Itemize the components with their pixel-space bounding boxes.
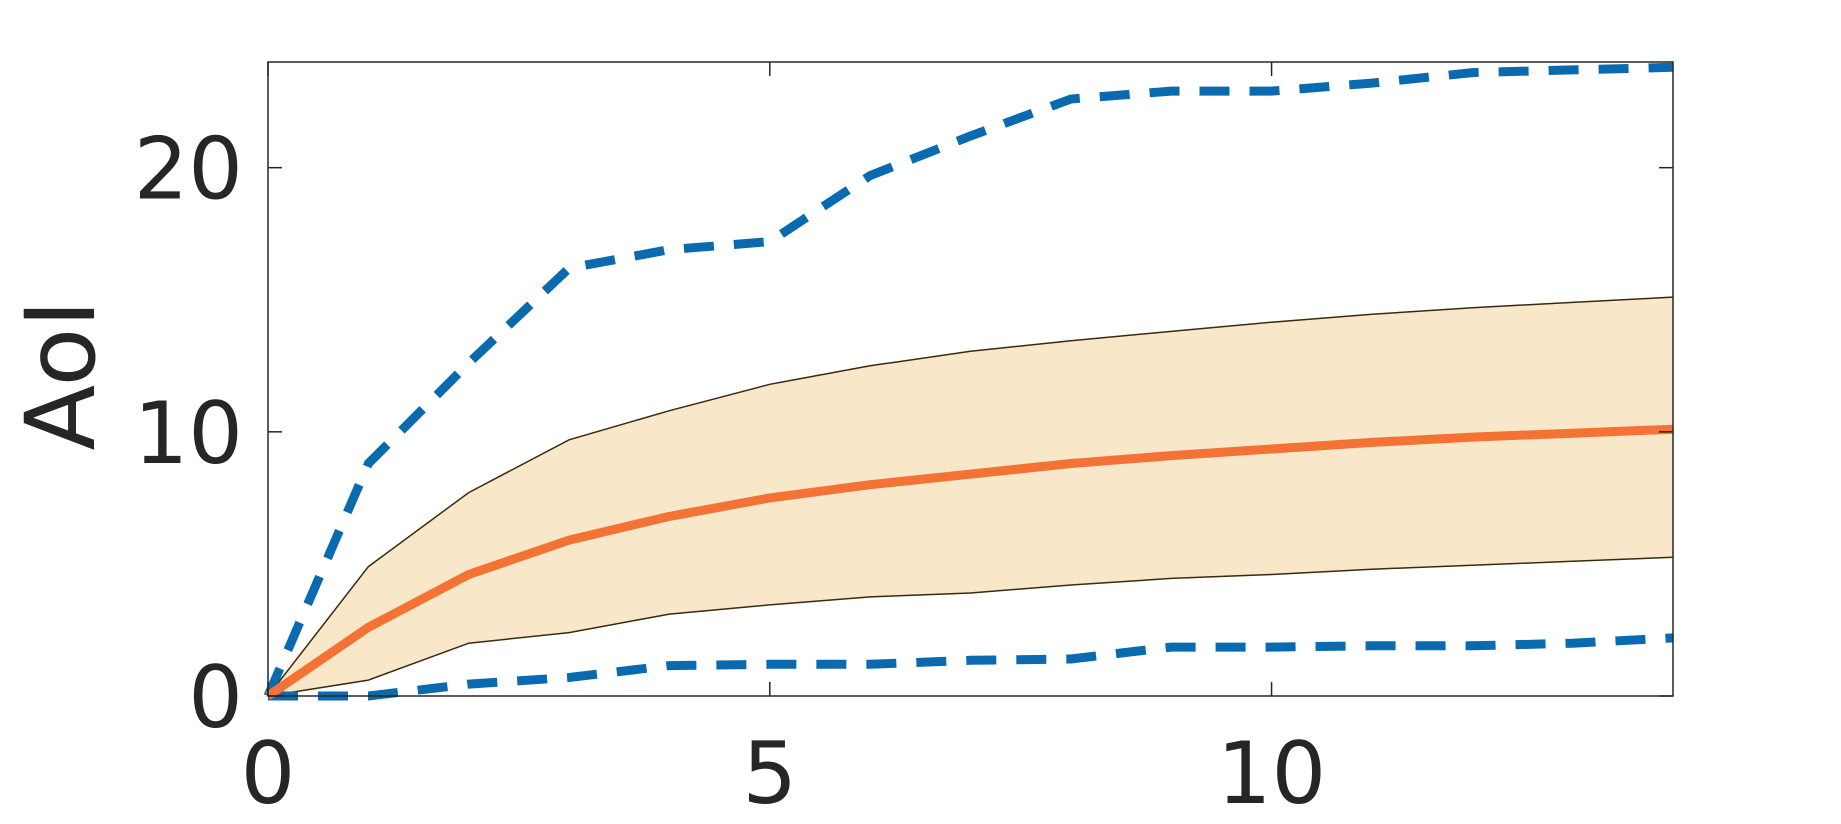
axes-box	[267, 61, 1674, 697]
confidence-band	[268, 297, 1673, 696]
y-tick-label: 10	[134, 384, 243, 484]
plot-area	[263, 62, 1674, 701]
y-axis-label: AoI	[5, 299, 117, 450]
band-lower-edge	[267, 556, 1674, 697]
band-upper-edge	[267, 296, 1674, 697]
dashed-bound-line	[263, 62, 1674, 698]
x-tick-label: 0	[241, 724, 296, 824]
axis-ticks	[267, 62, 1673, 697]
x-tick-label: 10	[1217, 724, 1326, 824]
y-tick-label: 20	[134, 120, 243, 220]
x-tick-label: 5	[742, 724, 797, 824]
dashed-bound-line	[268, 633, 1674, 701]
mean-line	[265, 424, 1674, 700]
y-tick-label: 0	[188, 648, 243, 748]
